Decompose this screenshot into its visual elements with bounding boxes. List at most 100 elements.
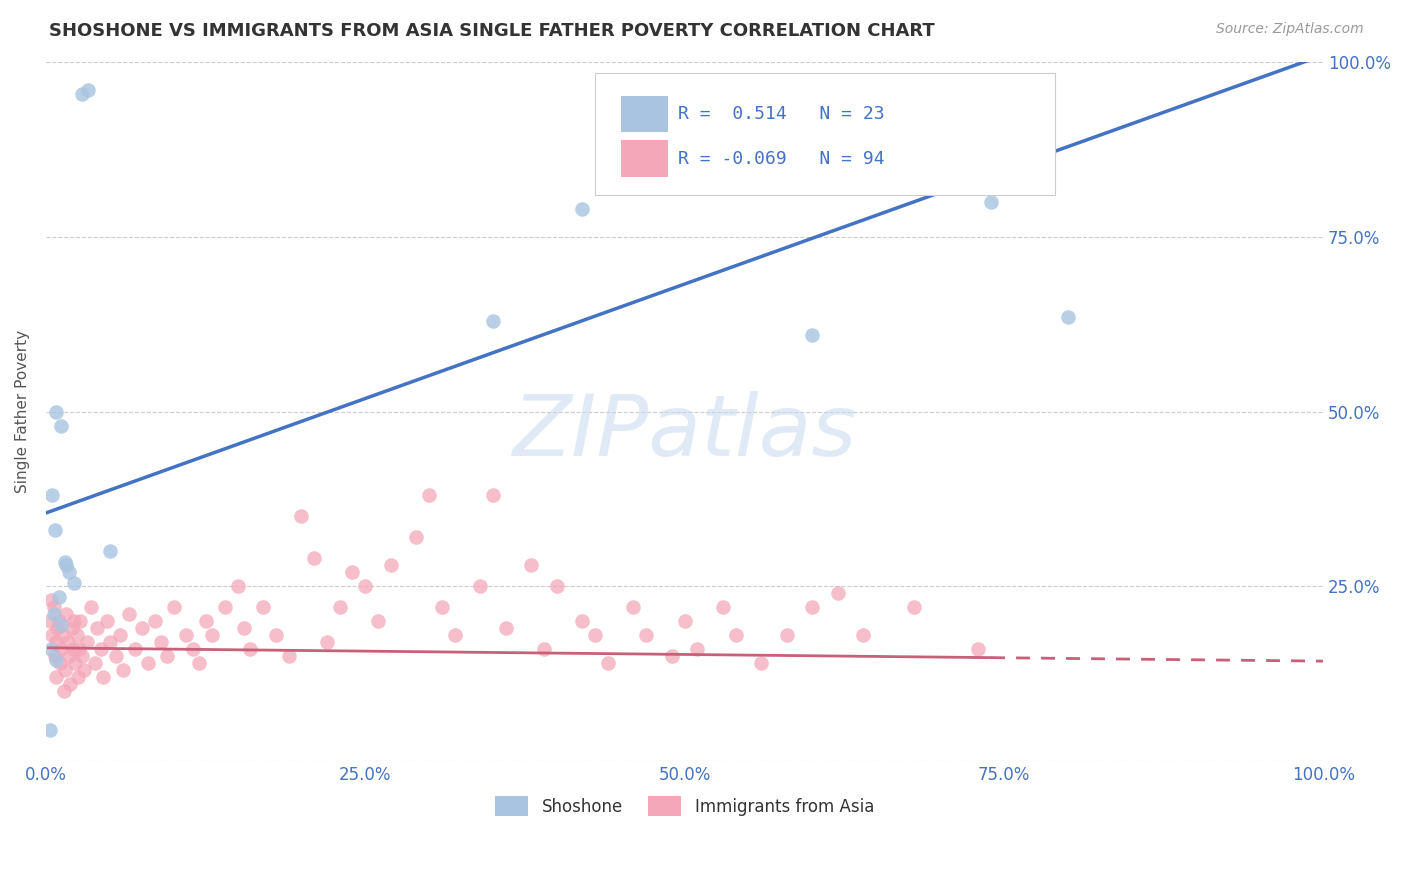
Point xyxy=(59,677,82,691)
Point xyxy=(53,555,76,569)
Point xyxy=(636,628,658,642)
Point xyxy=(52,684,75,698)
Point xyxy=(163,600,186,615)
Point xyxy=(58,649,80,664)
Point xyxy=(45,404,67,418)
Point xyxy=(252,600,274,615)
Point xyxy=(45,670,67,684)
Point xyxy=(546,579,568,593)
Point xyxy=(96,615,118,629)
Text: R = -0.069   N = 94: R = -0.069 N = 94 xyxy=(678,150,884,168)
Point xyxy=(277,649,299,664)
Point xyxy=(865,139,887,153)
Point xyxy=(63,575,86,590)
Point xyxy=(470,579,492,593)
Point xyxy=(69,615,91,629)
Point xyxy=(53,663,76,677)
Point xyxy=(342,566,364,580)
Point xyxy=(380,558,402,573)
Point xyxy=(430,600,453,615)
Point xyxy=(354,579,377,593)
Point xyxy=(418,488,440,502)
Text: ZIPatlas: ZIPatlas xyxy=(512,391,856,474)
Point xyxy=(45,653,67,667)
Point xyxy=(482,488,505,502)
Point xyxy=(136,657,159,671)
Point xyxy=(367,615,389,629)
Point xyxy=(1056,310,1078,325)
Point xyxy=(41,488,63,502)
Point xyxy=(801,327,824,342)
FancyBboxPatch shape xyxy=(620,140,668,177)
Point xyxy=(903,600,925,615)
Point xyxy=(181,642,204,657)
Point xyxy=(520,558,543,573)
Text: Source: ZipAtlas.com: Source: ZipAtlas.com xyxy=(1216,22,1364,37)
Point xyxy=(176,628,198,642)
Point xyxy=(83,657,105,671)
Point xyxy=(482,314,505,328)
Point xyxy=(724,628,747,642)
Point xyxy=(66,670,89,684)
Point xyxy=(45,635,67,649)
Point xyxy=(302,551,325,566)
FancyBboxPatch shape xyxy=(620,95,668,132)
FancyBboxPatch shape xyxy=(595,72,1054,195)
Point xyxy=(143,615,166,629)
Point xyxy=(44,649,66,664)
Point xyxy=(623,600,645,615)
Point xyxy=(156,649,179,664)
Point xyxy=(55,558,77,573)
Point xyxy=(188,657,211,671)
Point xyxy=(73,663,96,677)
Point xyxy=(596,657,619,671)
Point xyxy=(60,621,83,635)
Point xyxy=(70,649,93,664)
Point xyxy=(44,524,66,538)
Point xyxy=(98,635,121,649)
Point xyxy=(661,649,683,664)
Point xyxy=(533,642,555,657)
Point xyxy=(290,509,312,524)
Point xyxy=(711,600,734,615)
Point xyxy=(214,600,236,615)
Point xyxy=(571,615,593,629)
Point xyxy=(108,628,131,642)
Point xyxy=(264,628,287,642)
Point xyxy=(495,621,517,635)
Point xyxy=(827,586,849,600)
Point xyxy=(52,628,75,642)
Point xyxy=(98,544,121,558)
Point xyxy=(583,628,606,642)
Point xyxy=(131,621,153,635)
Point xyxy=(51,617,73,632)
Point xyxy=(686,642,709,657)
Point xyxy=(62,642,84,657)
Text: R =  0.514   N = 23: R = 0.514 N = 23 xyxy=(678,105,884,123)
Point xyxy=(316,635,339,649)
Point xyxy=(749,657,772,671)
Point xyxy=(46,621,69,635)
Point xyxy=(90,642,112,657)
Point xyxy=(801,600,824,615)
Point xyxy=(226,579,249,593)
Point xyxy=(63,615,86,629)
Point xyxy=(86,621,108,635)
Legend: Shoshone, Immigrants from Asia: Shoshone, Immigrants from Asia xyxy=(495,797,875,815)
Point xyxy=(194,615,217,629)
Point xyxy=(967,642,990,657)
Point xyxy=(39,593,62,607)
Point xyxy=(111,663,134,677)
Point xyxy=(48,590,70,604)
Point xyxy=(51,418,73,433)
Point xyxy=(329,600,352,615)
Point xyxy=(852,628,875,642)
Text: SHOSHONE VS IMMIGRANTS FROM ASIA SINGLE FATHER POVERTY CORRELATION CHART: SHOSHONE VS IMMIGRANTS FROM ASIA SINGLE … xyxy=(49,22,935,40)
Point xyxy=(571,202,593,216)
Point xyxy=(51,642,73,657)
Point xyxy=(443,628,465,642)
Point xyxy=(39,642,62,657)
Point xyxy=(58,566,80,580)
Point xyxy=(49,657,72,671)
Point xyxy=(55,607,77,622)
